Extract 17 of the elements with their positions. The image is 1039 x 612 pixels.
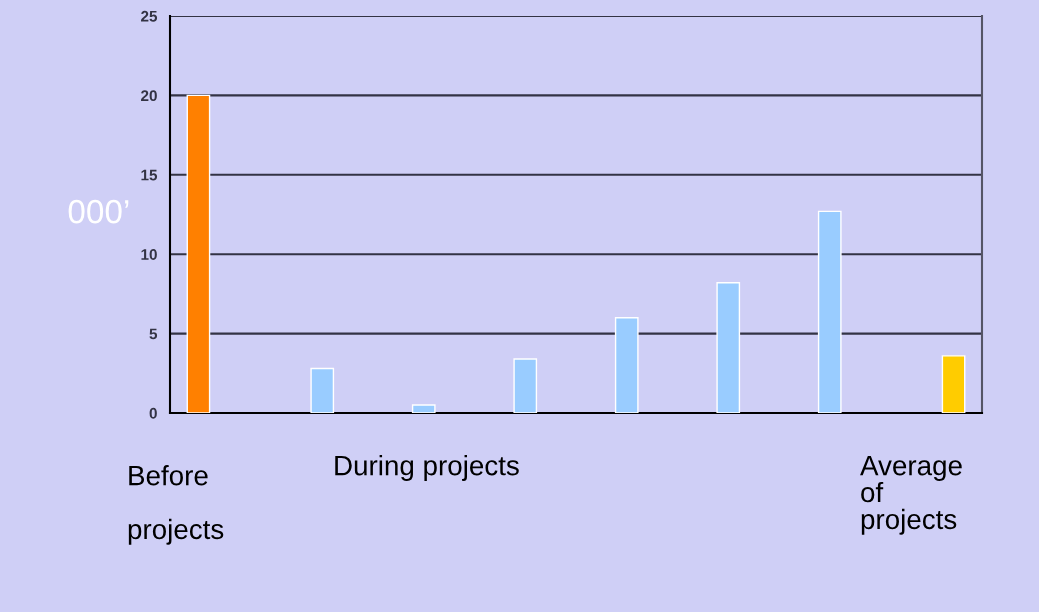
bar bbox=[411, 404, 436, 413]
y-tick-label: 15 bbox=[141, 169, 158, 181]
y-tick-label: 20 bbox=[141, 90, 157, 102]
bar bbox=[513, 358, 538, 413]
y-tick-label: 10 bbox=[141, 249, 157, 260]
bar bbox=[614, 317, 639, 413]
bar bbox=[310, 367, 335, 413]
bar bbox=[941, 355, 966, 413]
text: Before projects bbox=[128, 465, 224, 545]
y-tick-label: 5 bbox=[149, 328, 158, 340]
bar bbox=[186, 94, 211, 413]
y-tick-label: 0 bbox=[149, 407, 157, 419]
text: During projects bbox=[335, 455, 519, 481]
bar bbox=[817, 210, 842, 413]
text: Average of projects bbox=[860, 456, 962, 535]
y-tick-label: 25 bbox=[141, 10, 158, 22]
bar bbox=[716, 282, 741, 413]
